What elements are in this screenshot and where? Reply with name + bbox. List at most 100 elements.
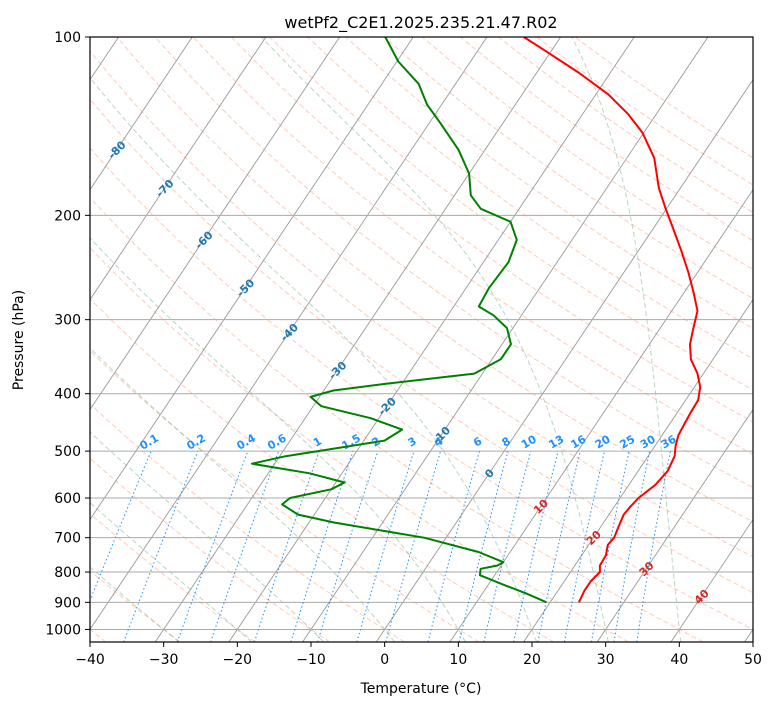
y-tick-label: 600: [54, 491, 81, 507]
isotherm-label: -10: [430, 424, 453, 447]
moist-adiabat: [571, 37, 682, 642]
isotherm-line: [90, 37, 193, 191]
mixing-ratio-label: 6: [471, 434, 484, 449]
isotherm-label: -60: [192, 228, 215, 251]
mixing-ratio-label: 30: [638, 432, 658, 451]
mixing-ratio-label: 8: [500, 435, 513, 450]
isotherm-line: [302, 37, 709, 642]
mixing-ratio-label: 3: [406, 435, 419, 450]
x-tick-label: −30: [149, 652, 179, 668]
dry-adiabat: [154, 37, 753, 489]
mixing-ratio-label: 10: [519, 432, 539, 451]
mixing-ratio-label: 16: [569, 432, 589, 451]
y-tick-label: 200: [54, 208, 81, 224]
x-tick-label: −10: [296, 652, 326, 668]
isotherm-line: [744, 628, 753, 642]
y-tick-label: 300: [54, 313, 81, 329]
x-tick-label: 10: [449, 652, 467, 668]
mixing-ratio-line: [427, 450, 480, 642]
x-tick-label: 50: [744, 652, 762, 668]
x-tick-label: −40: [75, 652, 105, 668]
isotherm-line: [449, 188, 753, 642]
isotherm-label: -40: [278, 321, 301, 344]
dry-adiabat: [192, 37, 753, 455]
moist-adiabat: [90, 347, 396, 642]
y-tick-label: 100: [54, 30, 81, 46]
mixing-ratio-line: [317, 450, 379, 642]
mixing-ratio-label: 0.2: [184, 432, 207, 453]
mixing-ratio-label: 0.1: [138, 432, 161, 453]
dry-adiabat: [90, 570, 181, 642]
isotherm-label: 40: [692, 587, 712, 607]
dewpoint-profile: [250, 37, 547, 604]
data-series: [250, 37, 702, 604]
x-tick-label: −20: [223, 652, 253, 668]
mixing-ratio-line: [90, 450, 152, 602]
isotherm-label: -100: [7, 59, 36, 88]
isotherm-label: 0: [482, 466, 497, 481]
dry-adiabat: [90, 457, 331, 642]
mixing-ratio-label: 1.5: [340, 432, 363, 453]
moist-adiabat: [90, 237, 466, 642]
mixing-ratio-line: [636, 451, 671, 642]
isotherm-line: [596, 408, 753, 642]
dry-adiabat: [90, 196, 704, 642]
isotherm-line: [670, 518, 753, 642]
isotherm-label: -80: [105, 138, 128, 161]
isotherm-line: [90, 37, 340, 411]
isotherm-label: -90: [56, 103, 79, 126]
isotherm-line: [90, 37, 488, 631]
mixing-ratio-line: [123, 450, 199, 642]
isotherm-label: -20: [376, 395, 399, 418]
mixing-ratio-label: 20: [593, 432, 613, 451]
isotherm-label: -50: [234, 276, 257, 299]
x-axis-title: Temperature (°C): [360, 681, 482, 697]
mixing-ratio-line: [513, 450, 559, 642]
isotherm-line: [90, 37, 267, 301]
moist-adiabat: [90, 431, 325, 642]
dry-adiabat: [269, 37, 753, 391]
x-tick-label: 30: [597, 652, 615, 668]
y-tick-label: 700: [54, 531, 81, 547]
dry-adiabat: [383, 37, 753, 300]
isotherm-label: 30: [637, 559, 657, 579]
dry-adiabat: [90, 350, 480, 642]
mixing-ratio-line: [176, 450, 249, 642]
isotherm-line: [228, 37, 635, 642]
dry-adiabat: [345, 37, 753, 330]
mixing-ratio-label: 1: [311, 435, 324, 450]
dry-adiabat: [307, 37, 753, 360]
moist-adiabat: [90, 77, 538, 642]
dry-adiabat: [90, 147, 753, 630]
mixing-ratio-label: 25: [617, 433, 637, 452]
x-tick-label: 40: [670, 652, 688, 668]
mixing-ratio-line: [591, 450, 630, 642]
moist-adiabat: [90, 566, 180, 642]
isotherm-line: [90, 37, 414, 521]
temperature-profile: [523, 37, 702, 603]
mixing-ratio-line: [210, 450, 280, 642]
x-tick-label: 0: [380, 652, 389, 668]
y-axis-title: Pressure (hPa): [11, 290, 27, 390]
mixing-ratio-line: [613, 451, 651, 642]
plot-frame: [89, 36, 754, 643]
mixing-ratio-label: 13: [546, 433, 566, 452]
mixing-ratio-label: 0.6: [265, 431, 289, 452]
y-tick-label: 900: [54, 595, 81, 611]
isotherm-line: [154, 37, 561, 642]
dry-adiabat: [459, 37, 753, 242]
isotherm-label: -70: [153, 177, 176, 200]
isotherm-label: -30: [326, 359, 349, 382]
mixing-ratio-line: [537, 450, 581, 642]
dry-adiabat: [574, 37, 753, 159]
y-tick-label: 800: [54, 565, 81, 581]
y-tick-label: 400: [54, 387, 81, 403]
mixing-ratio-line: [385, 450, 442, 642]
dry-adiabat: [90, 513, 256, 642]
moist-adiabat: [261, 37, 609, 642]
plot-background: 0.1 0.2 0.4 0.6 1 1.5 2 3 4 6 8 10 13 16 20 25 30 36-100-…: [7, 37, 753, 642]
isotherm-line: [523, 298, 753, 642]
mixing-ratio-label: 0.4: [234, 431, 258, 452]
y-tick-label: 500: [54, 444, 81, 460]
